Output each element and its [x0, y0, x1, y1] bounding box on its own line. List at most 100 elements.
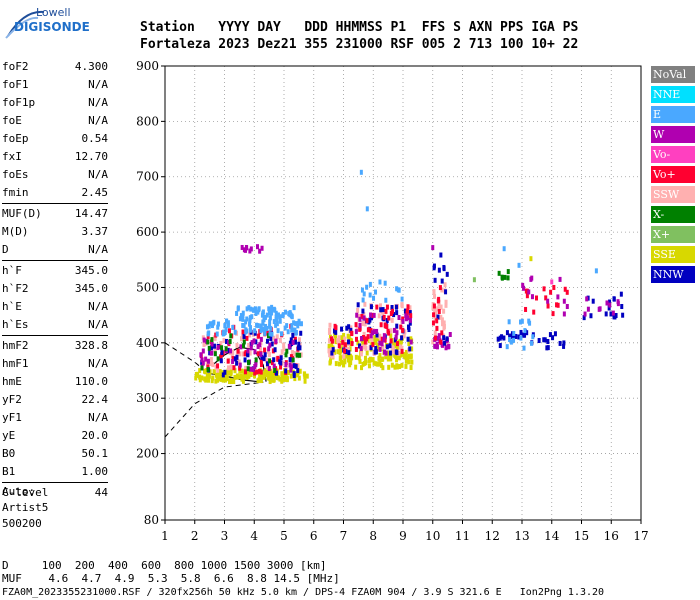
echo-point: [259, 358, 263, 364]
echo-point: [440, 317, 444, 323]
echo-point: [433, 293, 437, 299]
echo-point: [262, 374, 266, 380]
echo-point: [378, 358, 382, 364]
echo-point: [219, 354, 223, 360]
echo-point: [243, 357, 247, 363]
echo-point: [531, 334, 535, 340]
echo-point: [265, 357, 269, 363]
echo-point: [431, 339, 435, 345]
param-row: hmF1 N/A: [2, 355, 108, 373]
echo-point: [614, 313, 618, 319]
echo-point: [406, 315, 410, 321]
echo-point: [347, 350, 351, 356]
param-row: B1 1.00: [2, 463, 108, 481]
echo-point: [328, 322, 332, 328]
echo-point: [349, 354, 353, 360]
echo-point: [356, 340, 360, 346]
echo-point: [247, 305, 251, 311]
echo-point: [216, 345, 220, 351]
echo-point: [297, 375, 301, 381]
param-value: 0.54: [81, 132, 109, 145]
echo-point: [371, 312, 375, 318]
echo-point: [551, 335, 555, 341]
echo-point: [404, 349, 408, 355]
echo-point: [290, 314, 294, 320]
echo-point: [212, 369, 216, 375]
echo-point: [206, 339, 210, 345]
param-key: foF1p: [2, 96, 36, 109]
echo-point: [400, 303, 404, 309]
echo-point: [265, 312, 269, 318]
echo-point: [391, 346, 395, 352]
echo-point: [289, 364, 293, 370]
echo-point: [434, 310, 438, 316]
param-key: hmF1: [2, 357, 29, 370]
echo-point: [272, 306, 276, 312]
echo-point: [390, 349, 394, 355]
echo-point: [346, 352, 350, 358]
echo-point: [360, 313, 364, 319]
echo-point: [225, 369, 229, 375]
echo-point: [405, 310, 409, 316]
echo-point: [403, 308, 407, 314]
echo-point: [270, 377, 274, 383]
echo-point: [400, 296, 404, 302]
echo-point: [236, 374, 240, 380]
legend-item-sse: SSE: [651, 246, 695, 263]
param-value: N/A: [88, 114, 108, 127]
echo-point: [433, 307, 437, 313]
echo-point: [404, 358, 408, 364]
echo-point: [359, 169, 363, 175]
echo-point: [555, 302, 559, 308]
echo-point: [370, 337, 374, 343]
echo-point: [385, 344, 389, 350]
echo-point: [210, 378, 214, 384]
legend-item-nnw: NNW: [651, 266, 695, 283]
echo-point: [364, 345, 368, 351]
param-key: D: [2, 243, 9, 256]
y-tick-label: 80: [144, 513, 159, 527]
echo-point: [354, 329, 358, 335]
param-value: 2.45: [81, 186, 109, 199]
echo-point: [248, 315, 252, 321]
echo-point: [241, 329, 245, 335]
echo-point: [253, 349, 257, 355]
echo-point: [227, 370, 231, 376]
echo-point: [259, 351, 263, 357]
echo-point: [231, 358, 235, 364]
echo-point: [397, 350, 401, 356]
echo-point: [367, 363, 371, 369]
echo-point: [297, 337, 301, 343]
echo-point: [216, 367, 220, 373]
param-key: yE: [2, 429, 16, 442]
scaled-parameters-panel: foF2 4.300 foF1 N/A foF1p N/A foE N/A foEp 0.54 fx…: [2, 58, 108, 502]
echo-point: [334, 339, 338, 345]
echo-point: [530, 340, 534, 346]
echo-point: [377, 313, 381, 319]
echo-point: [616, 301, 620, 307]
param-key: h`F2: [2, 282, 29, 295]
echo-point: [386, 328, 390, 334]
echo-point: [514, 333, 518, 339]
echo-point: [340, 335, 344, 341]
echo-point: [201, 348, 205, 354]
echo-point: [337, 361, 341, 367]
echo-point: [280, 349, 284, 355]
echo-point: [384, 308, 388, 314]
echo-point: [558, 340, 562, 346]
echo-point: [198, 368, 202, 374]
echo-point: [280, 371, 284, 377]
echo-point: [278, 337, 282, 343]
echo-point: [371, 342, 375, 348]
echo-point: [224, 326, 228, 332]
x-tick-label: 5: [280, 529, 288, 543]
profile-curve-dashed-lower: [164, 381, 264, 438]
echo-point: [406, 324, 410, 330]
echo-point: [284, 309, 288, 315]
logo-text-lowell: Lowell: [36, 6, 71, 19]
echo-point: [371, 357, 375, 363]
echo-point: [289, 354, 293, 360]
echo-point: [296, 368, 300, 374]
echo-point: [206, 331, 210, 337]
echo-point: [389, 328, 393, 334]
